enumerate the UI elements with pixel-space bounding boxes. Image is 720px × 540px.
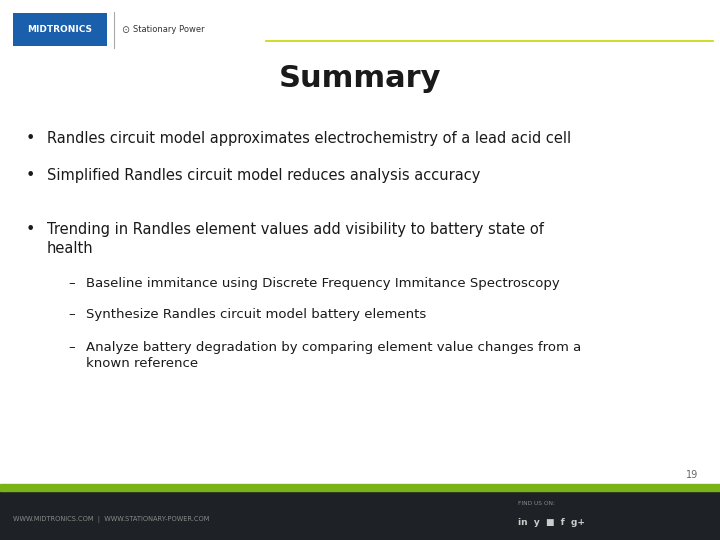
Text: •: • [25,168,35,184]
Text: Baseline immitance using Discrete Frequency Immitance Spectroscopy: Baseline immitance using Discrete Freque… [86,277,560,290]
Bar [13,14,107,46]
Text: •: • [25,131,35,146]
Text: ⊙: ⊙ [121,25,129,35]
Text: Summary: Summary [279,64,441,93]
Text: –: – [68,341,75,354]
Text: Trending in Randles element values add visibility to battery state of
health: Trending in Randles element values add v… [47,222,544,256]
Text: Analyze battery degradation by comparing element value changes from a
known refe: Analyze battery degradation by comparing… [86,341,582,370]
Bar [0,491,720,540]
Text: MIDTRONICS: MIDTRONICS [27,25,92,34]
Text: Simplified Randles circuit model reduces analysis accuracy: Simplified Randles circuit model reduces… [47,168,480,184]
Text: in  y  ■  f  g+: in y ■ f g+ [518,518,585,528]
Text: Synthesize Randles circuit model battery elements: Synthesize Randles circuit model battery… [86,308,427,321]
Text: –: – [68,308,75,321]
Text: •: • [25,222,35,238]
Bar [0,484,720,491]
Text: 19: 19 [686,470,698,480]
Text: WWW.MIDTRONICS.COM  |  WWW.STATIONARY-POWER.COM: WWW.MIDTRONICS.COM | WWW.STATIONARY-POWE… [13,516,210,523]
Text: FIND US ON:: FIND US ON: [518,501,555,506]
Text: –: – [68,277,75,290]
Text: Randles circuit model approximates electrochemistry of a lead acid cell: Randles circuit model approximates elect… [47,131,571,146]
Text: Stationary Power: Stationary Power [133,25,204,34]
